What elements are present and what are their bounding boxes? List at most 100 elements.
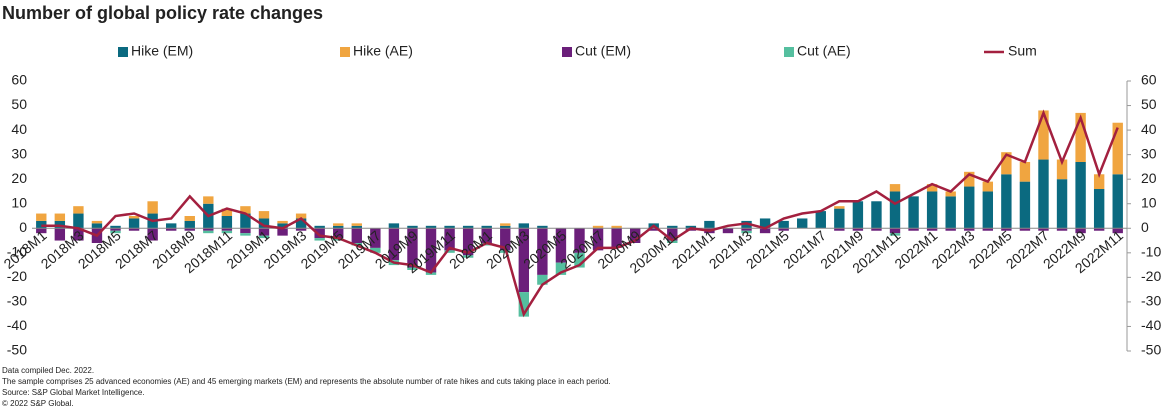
bar (964, 171, 975, 187)
bar (574, 228, 585, 253)
y2-tick-label: -40 (1141, 317, 1161, 333)
bar (1038, 228, 1049, 231)
bar (425, 225, 437, 229)
bar (73, 206, 84, 214)
bar (741, 228, 752, 231)
bar (240, 213, 251, 229)
bar (648, 228, 659, 231)
bar (407, 228, 418, 268)
bar (759, 218, 771, 229)
bar (73, 228, 84, 241)
bar (184, 228, 195, 231)
y-tick-label: 60 (11, 72, 27, 88)
bar (1093, 189, 1105, 229)
bar (1019, 228, 1031, 231)
bar (1056, 179, 1068, 229)
bar (518, 228, 530, 293)
bar (1038, 159, 1049, 229)
y2-tick-label: 60 (1141, 72, 1157, 88)
bar (629, 228, 641, 243)
bar (407, 267, 418, 270)
bar (295, 213, 307, 219)
bar (277, 220, 288, 224)
bar (518, 292, 530, 317)
y2-tick-label: 0 (1141, 219, 1149, 235)
y2-tick-label: -50 (1141, 342, 1161, 358)
bar (147, 201, 158, 214)
note: The sample comprises 25 advanced economi… (2, 377, 611, 386)
bar (370, 247, 381, 253)
legend-swatch (340, 47, 350, 57)
legend-label: Hike (EM) (131, 43, 193, 59)
bar (1001, 174, 1012, 229)
bar (834, 228, 845, 231)
bar (889, 233, 901, 236)
bar (1056, 228, 1068, 231)
bar (852, 201, 864, 229)
bar (462, 228, 474, 256)
y-tick-label: 50 (11, 96, 27, 112)
bar (314, 238, 325, 241)
chart-title: Number of global policy rate changes (2, 3, 323, 23)
bar (1112, 122, 1123, 175)
bar (462, 255, 474, 258)
bar (388, 228, 400, 261)
y-tick-label: 30 (11, 145, 27, 161)
bar (797, 218, 808, 229)
bar (36, 213, 47, 221)
bar (926, 184, 938, 192)
bar (537, 225, 548, 229)
bar (889, 184, 901, 192)
bar (1001, 152, 1012, 175)
bar (982, 191, 994, 229)
bar (91, 220, 103, 224)
bar (277, 228, 288, 236)
bar (36, 220, 47, 229)
bar (852, 228, 864, 231)
bar (165, 223, 177, 229)
bar (203, 196, 214, 204)
bar (351, 225, 362, 229)
bar (128, 216, 140, 219)
bar (203, 230, 214, 234)
bar (592, 228, 604, 251)
bar (1075, 228, 1086, 234)
bar (500, 228, 511, 251)
bar (537, 228, 548, 275)
bar (667, 225, 678, 229)
legend-label: Hike (AE) (353, 43, 413, 59)
bar (203, 228, 214, 231)
bar (444, 228, 455, 251)
bar (36, 228, 47, 234)
bar (778, 220, 789, 229)
legend-swatch (562, 47, 572, 57)
y-tick-label: -40 (7, 317, 27, 333)
y2-tick-label: 30 (1141, 145, 1157, 161)
bar (1001, 228, 1012, 231)
bar (1093, 174, 1105, 189)
bar (333, 228, 344, 239)
legend-label: Sum (1008, 43, 1037, 59)
bar (889, 191, 901, 229)
y2-tick-label: -30 (1141, 293, 1161, 309)
bar (982, 181, 994, 192)
bar (945, 228, 956, 231)
y2-tick-label: 40 (1141, 121, 1157, 137)
bar (128, 218, 140, 229)
sum-line (41, 109, 1119, 318)
bar (444, 225, 455, 229)
bar (407, 225, 418, 229)
bar (481, 225, 492, 229)
bar (945, 191, 956, 197)
bar (778, 228, 789, 231)
bar (1056, 159, 1068, 180)
bar (221, 230, 233, 234)
bar (444, 250, 455, 253)
y-tick-label: -30 (7, 293, 27, 309)
legend-label: Cut (EM) (575, 43, 631, 59)
bar (333, 223, 344, 226)
bar (110, 225, 121, 229)
bar (258, 228, 270, 236)
note: Source: S&P Global Market Intelligence. (2, 388, 145, 397)
